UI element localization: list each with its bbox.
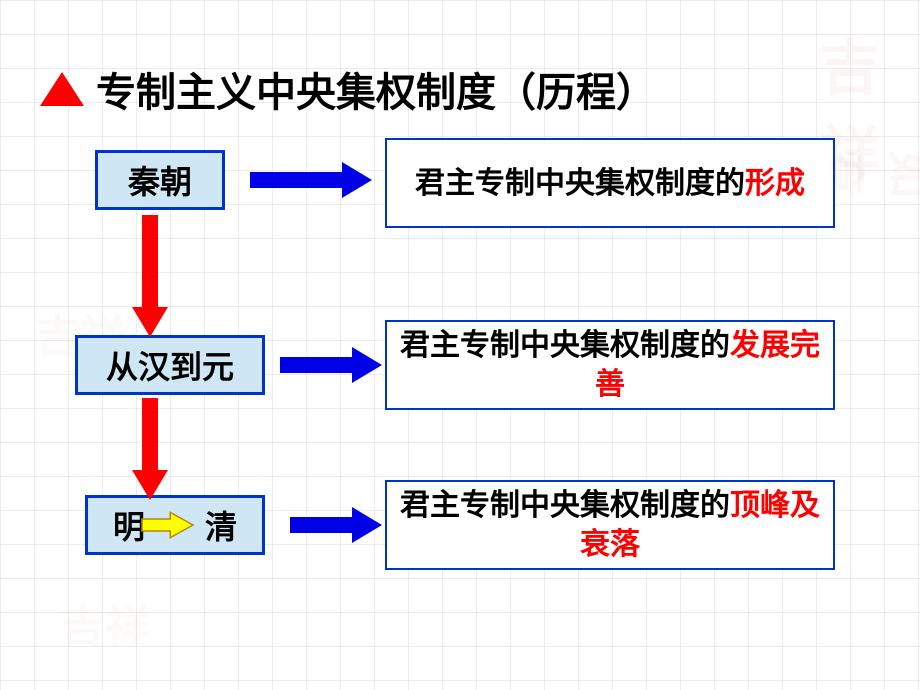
- description-box: 君主专制中央集权制度的顶峰及衰落: [385, 480, 835, 570]
- watermark-seal: 吉祥: [60, 590, 150, 655]
- arrow-down-icon: [130, 398, 170, 508]
- slide-title-row: 专制主义中央集权制度（历程）: [40, 60, 656, 118]
- arrow-small-right-icon: [140, 510, 195, 540]
- dynasty-label: 清: [205, 502, 237, 548]
- dynasty-label: 秦朝: [128, 157, 192, 203]
- description-prefix: 君主专制中央集权制度的: [400, 329, 730, 362]
- triangle-marker-icon: [40, 72, 84, 106]
- arrow-right-icon: [290, 505, 390, 545]
- arrow-right-icon: [250, 160, 380, 200]
- arrow-down-icon: [130, 215, 170, 345]
- description-prefix: 君主专制中央集权制度的: [415, 167, 745, 200]
- description-prefix: 君主专制中央集权制度的: [400, 489, 730, 522]
- dynasty-box: 秦朝: [95, 150, 225, 210]
- description-highlight: 形成: [745, 167, 805, 200]
- description-box: 君主专制中央集权制度的形成: [385, 138, 835, 228]
- slide-title: 专制主义中央集权制度（历程）: [96, 60, 656, 118]
- dynasty-label: 从汉到元: [106, 342, 234, 388]
- description-box: 君主专制中央集权制度的发展完善: [385, 320, 835, 410]
- arrow-right-icon: [280, 345, 390, 385]
- dynasty-box: 从汉到元: [75, 335, 265, 395]
